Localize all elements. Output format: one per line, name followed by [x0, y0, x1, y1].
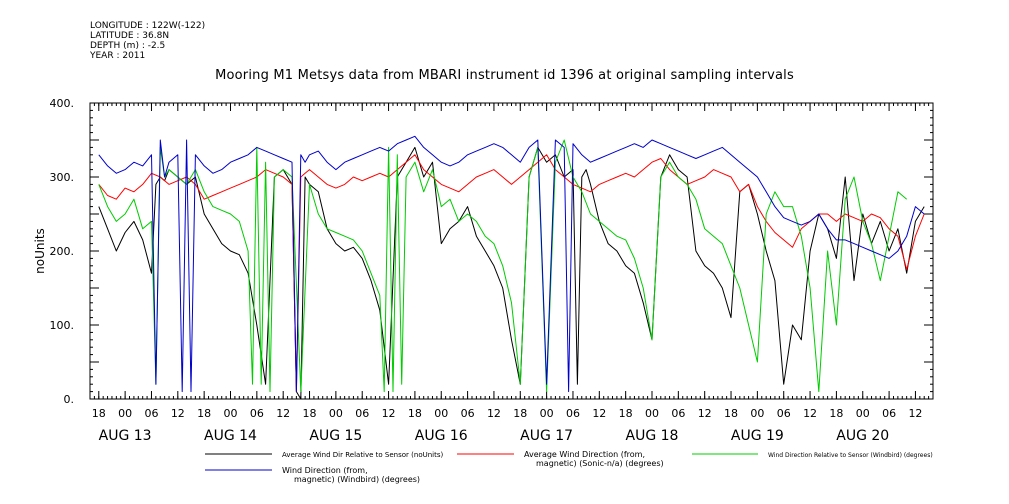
x-tick-label: 18 — [513, 407, 527, 420]
x-tick-label: 06 — [777, 407, 791, 420]
series-line-1 — [98, 146, 925, 400]
series-line-3 — [98, 139, 908, 393]
x-tick-label: 12 — [276, 407, 290, 420]
plot-frame — [89, 102, 934, 400]
x-tick-label: 18 — [829, 407, 843, 420]
x-tick-label: 00 — [856, 407, 870, 420]
x-tick-label: 18 — [197, 407, 211, 420]
x-tick-label: 06 — [671, 407, 685, 420]
x-tick-label: 00 — [434, 407, 448, 420]
legend-label-3: Wind Direction Relative to Sensor (Windb… — [768, 452, 933, 459]
series-line-4 — [98, 135, 925, 393]
x-tick-label: 18 — [408, 407, 422, 420]
x-tick-label: 06 — [355, 407, 369, 420]
legend-label-4-line2: magnetic) (Windbird) (degrees) — [294, 475, 420, 484]
y-tick-label: 0. — [64, 393, 75, 406]
x-date-label: AUG 13 — [99, 428, 152, 444]
x-tick-label: 12 — [171, 407, 185, 420]
x-date-label: AUG 14 — [204, 428, 257, 444]
chart-title: Mooring M1 Metsys data from MBARI instru… — [215, 68, 794, 83]
x-date-label: AUG 15 — [309, 428, 362, 444]
x-tick-label: 00 — [118, 407, 132, 420]
x-date-label: AUG 19 — [731, 428, 784, 444]
legend-label-1: Average Wind Dir Relative to Sensor (noU… — [282, 451, 443, 459]
series-line-2 — [98, 154, 925, 393]
x-date-label: AUG 18 — [626, 428, 679, 444]
x-tick-label: 00 — [645, 407, 659, 420]
y-tick-label: 100. — [50, 319, 75, 332]
x-tick-label: 00 — [224, 407, 238, 420]
x-tick-label: 18 — [92, 407, 106, 420]
x-tick-label: 06 — [144, 407, 158, 420]
x-tick-label: 12 — [487, 407, 501, 420]
x-date-label: AUG 17 — [520, 428, 573, 444]
y-tick-label: 400. — [50, 97, 75, 110]
x-date-label: AUG 16 — [415, 428, 468, 444]
y-tick-label: 300. — [50, 171, 75, 184]
y-tick-label: 200. — [50, 245, 75, 258]
legend-label-2-line2: magnetic) (Sonic-n/a) (degrees) — [536, 459, 664, 468]
longitude-label: LONGITUDE : 122W(-122) — [90, 21, 206, 31]
y-axis-label: noUnits — [33, 228, 47, 274]
legend-label-2: Average Wind Direction (from, — [524, 450, 645, 459]
x-date-label: AUG 20 — [836, 428, 889, 444]
metadata-block: LONGITUDE : 122W(-122) LATITUDE : 36.8N … — [90, 21, 205, 61]
x-tick-label: 12 — [803, 407, 817, 420]
x-tick-label: 06 — [250, 407, 264, 420]
x-tick-label: 00 — [750, 407, 764, 420]
x-tick-label: 18 — [724, 407, 738, 420]
depth-label: DEPTH (m) : -2.5 — [90, 41, 166, 51]
x-tick-label: 12 — [382, 407, 396, 420]
x-tick-label: 18 — [303, 407, 317, 420]
x-tick-label: 06 — [461, 407, 475, 420]
x-tick-label: 06 — [882, 407, 896, 420]
x-tick-label: 06 — [566, 407, 580, 420]
x-tick-label: 12 — [592, 407, 606, 420]
year-label: YEAR : 2011 — [90, 51, 146, 61]
x-tick-label: 12 — [908, 407, 922, 420]
x-tick-label: 12 — [698, 407, 712, 420]
x-tick-label: 18 — [619, 407, 633, 420]
x-tick-label: 00 — [329, 407, 343, 420]
latitude-label: LATITUDE : 36.8N — [90, 31, 170, 41]
x-tick-label: 00 — [540, 407, 554, 420]
legend-label-4: Wind Direction (from, — [282, 466, 368, 475]
